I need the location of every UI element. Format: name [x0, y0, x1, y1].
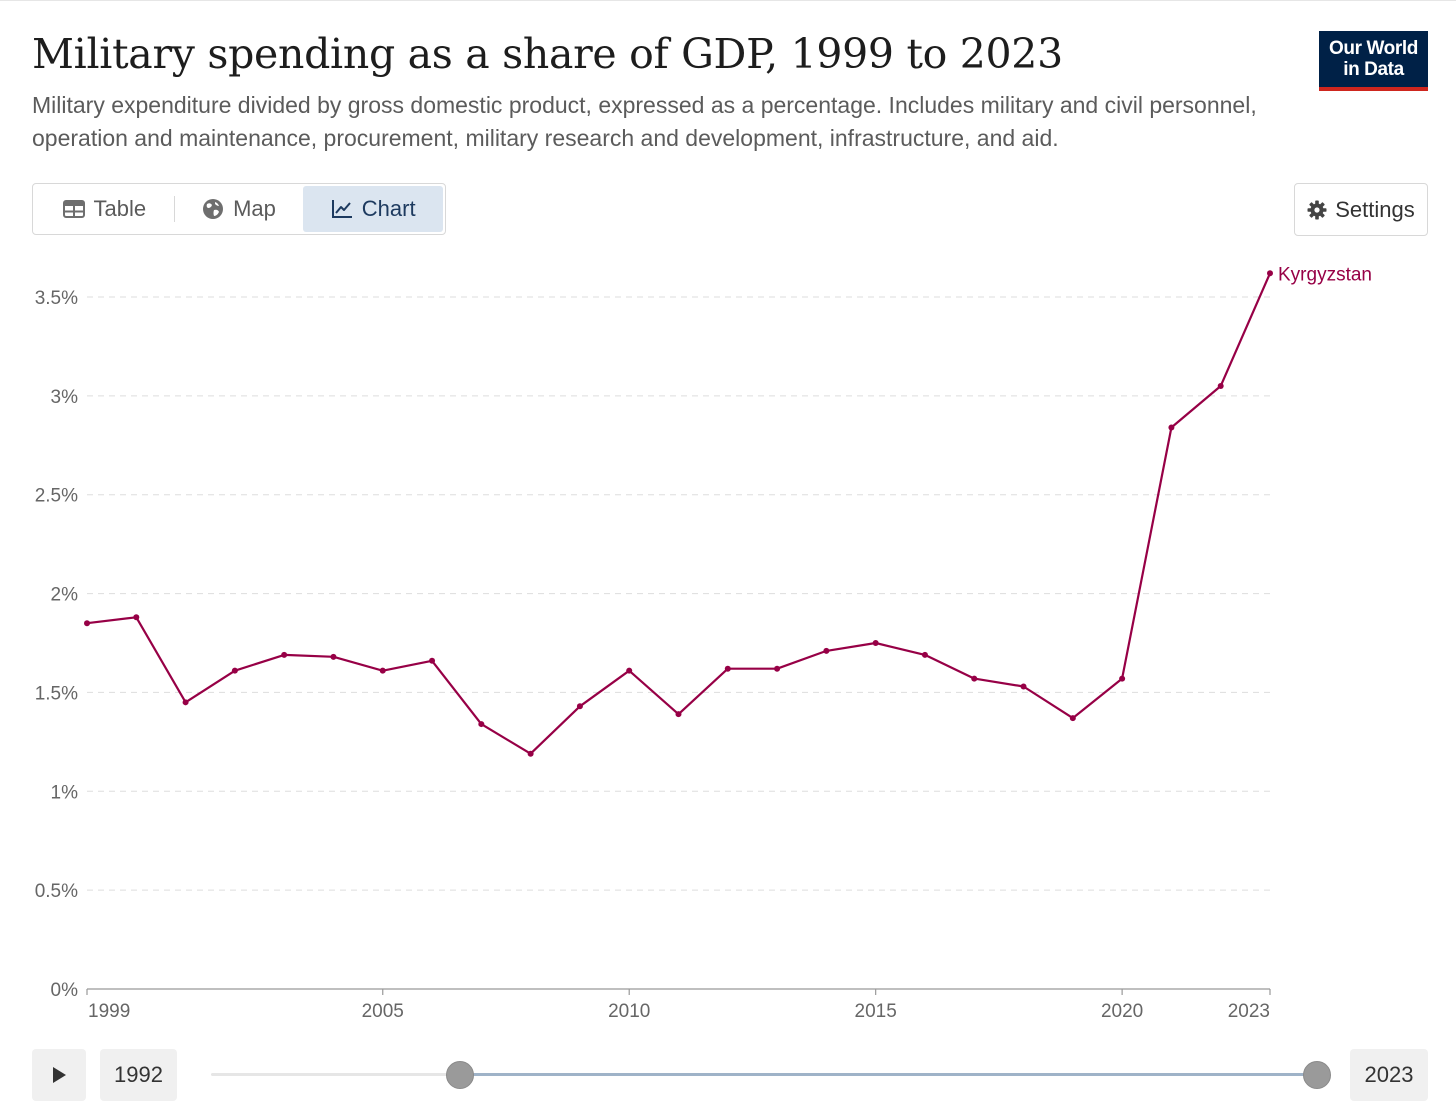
line-chart: 0% 0.5% 1% 1.5% 2% 2.5% 3% 3.5% 1999 2005 2010 201…	[35, 264, 1372, 1022]
series-label-kyrgyzstan: Kyrgyzstan	[1278, 264, 1372, 285]
y-axis-ticks: 0% 0.5% 1% 1.5% 2% 2.5% 3% 3.5%	[35, 288, 78, 1001]
tab-chart[interactable]: Chart	[303, 186, 443, 232]
data-point	[182, 699, 189, 706]
series-layer: Kyrgyzstan	[84, 264, 1372, 757]
data-point	[1217, 382, 1224, 389]
view-tabs: Table Map Chart	[32, 183, 446, 235]
x-axis: 1999 2005 2010 2015 2020 2023	[86, 988, 1271, 1022]
x-tick-label: 2015	[855, 1001, 897, 1022]
data-point	[429, 657, 436, 664]
y-tick-label: 1%	[51, 782, 79, 803]
line-chart-icon	[331, 200, 352, 218]
data-point	[626, 667, 633, 674]
logo-line-2: in Data	[1343, 59, 1404, 80]
logo-line-1: Our World	[1329, 38, 1418, 59]
y-tick-label: 2.5%	[35, 486, 78, 507]
data-point	[675, 711, 682, 718]
x-tick-label: 2020	[1101, 1001, 1143, 1022]
chart-subtitle: Military expenditure divided by gross do…	[32, 92, 1257, 151]
data-point	[231, 667, 238, 674]
data-point	[527, 750, 534, 757]
chart-title: Military spending as a share of GDP, 199…	[32, 30, 1063, 78]
timeline-selected-range	[460, 1073, 1317, 1076]
tab-table[interactable]: Table	[35, 186, 174, 232]
play-icon	[53, 1067, 66, 1083]
x-tick-label: 2023	[1228, 1001, 1270, 1022]
tab-map-label: Map	[233, 196, 276, 221]
timeline-end-year[interactable]: 2023	[1350, 1049, 1428, 1101]
play-button[interactable]	[32, 1049, 86, 1101]
data-point	[1119, 675, 1126, 682]
data-point	[330, 653, 337, 660]
data-point	[823, 647, 830, 654]
data-point	[724, 665, 731, 672]
table-icon	[62, 200, 85, 218]
data-point	[872, 640, 879, 646]
data-point	[1069, 715, 1076, 722]
y-tick-label: 3.5%	[35, 288, 78, 309]
tab-chart-label: Chart	[361, 196, 416, 221]
data-point	[281, 651, 288, 658]
timeline-start-year[interactable]: 1992	[100, 1049, 177, 1101]
series-line-kyrgyzstan	[86, 272, 1272, 755]
data-point	[379, 667, 386, 674]
tab-divider	[173, 196, 175, 222]
data-point	[1267, 270, 1273, 277]
data-point	[1020, 683, 1027, 690]
y-tick-label: 3%	[51, 387, 79, 408]
y-tick-label: 0.5%	[35, 881, 78, 902]
tab-table-label: Table	[93, 196, 147, 221]
timeline-start-handle[interactable]	[446, 1061, 474, 1089]
owid-logo[interactable]: Our World in Data	[1319, 31, 1428, 91]
data-point	[921, 651, 928, 658]
x-tick-label: 2005	[362, 1001, 404, 1022]
grid-lines	[87, 296, 1270, 891]
globe-icon	[203, 199, 224, 219]
settings-label: Settings	[1335, 196, 1415, 222]
data-point	[1168, 424, 1175, 431]
data-point	[133, 614, 140, 621]
timeline-end-handle[interactable]	[1303, 1061, 1331, 1089]
y-tick-label: 1.5%	[35, 683, 78, 704]
x-tick-label: 2010	[608, 1001, 650, 1022]
gear-icon	[1307, 200, 1327, 219]
data-point	[576, 703, 583, 710]
y-tick-label: 2%	[51, 585, 79, 606]
data-point	[478, 721, 485, 728]
data-point	[84, 620, 90, 627]
data-point	[971, 675, 978, 682]
y-tick-label: 0%	[51, 980, 79, 1001]
data-point	[774, 665, 781, 672]
settings-button[interactable]: Settings	[1294, 183, 1428, 236]
x-tick-label: 1999	[88, 1001, 130, 1022]
tab-map[interactable]: Map	[175, 186, 304, 232]
